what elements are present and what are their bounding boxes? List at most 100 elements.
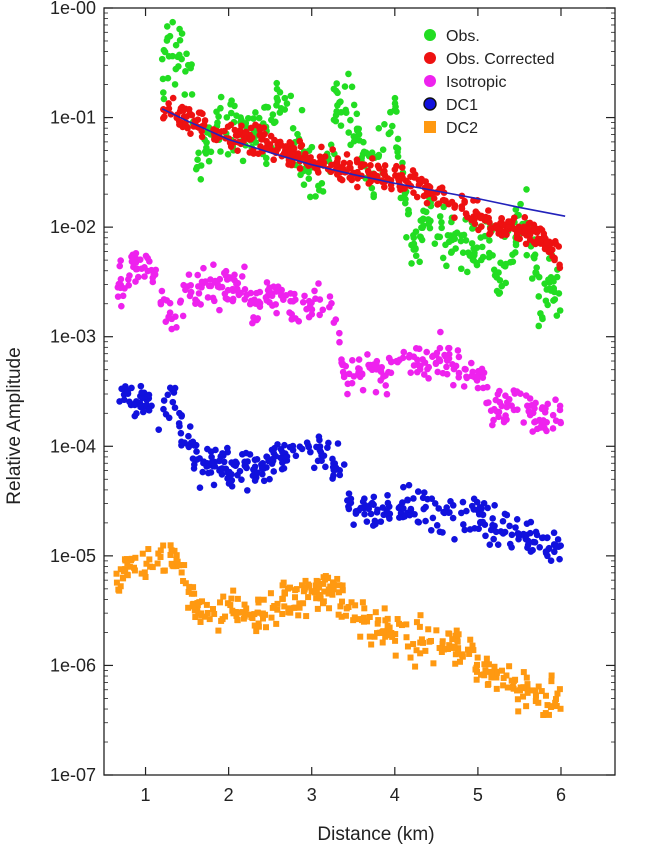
data-point — [143, 560, 150, 567]
data-point — [291, 290, 298, 298]
data-point — [303, 305, 310, 313]
data-point — [231, 102, 238, 110]
data-point — [420, 222, 427, 229]
data-point — [218, 617, 225, 624]
data-point — [332, 111, 340, 119]
data-point — [281, 603, 288, 610]
data-point — [155, 550, 162, 557]
data-point — [384, 627, 391, 634]
x-axis-label: Distance (km) — [317, 824, 434, 845]
data-point — [400, 348, 408, 356]
data-point — [315, 433, 323, 440]
data-point — [205, 157, 213, 165]
data-point — [459, 249, 467, 256]
data-point — [249, 615, 256, 622]
data-point — [484, 504, 491, 512]
data-point — [141, 569, 148, 576]
data-point — [407, 506, 415, 514]
data-point — [451, 230, 459, 238]
data-point — [160, 89, 167, 96]
data-point — [384, 622, 391, 629]
data-point — [545, 285, 553, 293]
data-point — [273, 309, 280, 317]
data-point — [436, 233, 444, 241]
data-point — [387, 108, 394, 116]
data-point — [508, 531, 516, 539]
data-point — [196, 599, 203, 606]
data-point — [495, 413, 502, 421]
data-point — [467, 359, 475, 367]
data-point — [211, 277, 219, 285]
data-point — [185, 588, 192, 595]
data-point — [474, 654, 481, 661]
data-point — [372, 520, 379, 528]
data-point — [299, 298, 307, 306]
data-point — [364, 351, 371, 358]
data-point — [325, 590, 332, 597]
data-point — [491, 502, 498, 509]
data-point — [363, 518, 371, 525]
data-point — [556, 406, 564, 414]
data-point — [371, 633, 378, 640]
data-point — [543, 239, 551, 246]
data-point — [120, 575, 127, 582]
data-point — [464, 268, 471, 276]
legend: Obs. Obs. Corrected Isotropic DC1 DC2 — [423, 28, 554, 137]
data-point — [141, 273, 148, 280]
data-point — [296, 165, 304, 172]
data-point — [512, 524, 519, 531]
data-point — [548, 672, 555, 679]
data-point — [206, 616, 213, 623]
legend-label: Isotropic — [446, 74, 506, 91]
data-point — [189, 601, 196, 608]
data-point — [328, 161, 335, 169]
data-point — [377, 518, 385, 525]
data-point — [160, 567, 167, 574]
data-point — [545, 711, 552, 718]
data-point — [268, 292, 276, 300]
data-point — [138, 570, 145, 577]
data-point — [461, 526, 469, 534]
data-point — [272, 452, 280, 460]
data-point — [541, 280, 548, 287]
data-point — [454, 638, 461, 645]
data-point — [375, 617, 382, 624]
data-point — [210, 261, 217, 268]
data-point — [540, 417, 547, 424]
data-point — [451, 235, 459, 243]
data-point — [515, 708, 522, 715]
data-point — [354, 183, 361, 191]
data-point — [345, 498, 353, 505]
data-point — [178, 30, 186, 37]
data-point — [232, 458, 239, 466]
data-point — [466, 526, 474, 533]
data-point — [273, 620, 280, 627]
data-point — [551, 256, 558, 264]
data-point — [362, 502, 369, 509]
data-point — [504, 684, 511, 691]
data-point — [398, 164, 406, 171]
data-point — [547, 704, 554, 711]
plot-frame — [103, 7, 616, 776]
data-point — [350, 521, 357, 529]
legend-label: DC2 — [446, 120, 478, 137]
data-point — [314, 605, 321, 612]
data-point — [455, 353, 463, 361]
data-point — [220, 593, 227, 600]
data-point — [482, 532, 489, 540]
data-point — [271, 444, 278, 452]
data-point — [162, 318, 170, 325]
data-point — [425, 375, 432, 382]
data-point — [370, 193, 377, 201]
data-point — [334, 89, 341, 97]
data-point — [521, 214, 529, 221]
data-point — [479, 384, 487, 392]
data-point — [374, 506, 381, 514]
data-point — [145, 546, 152, 553]
data-point — [196, 455, 203, 462]
data-point — [326, 605, 333, 612]
data-point — [478, 671, 485, 678]
data-point — [463, 507, 470, 515]
data-point — [410, 641, 417, 648]
